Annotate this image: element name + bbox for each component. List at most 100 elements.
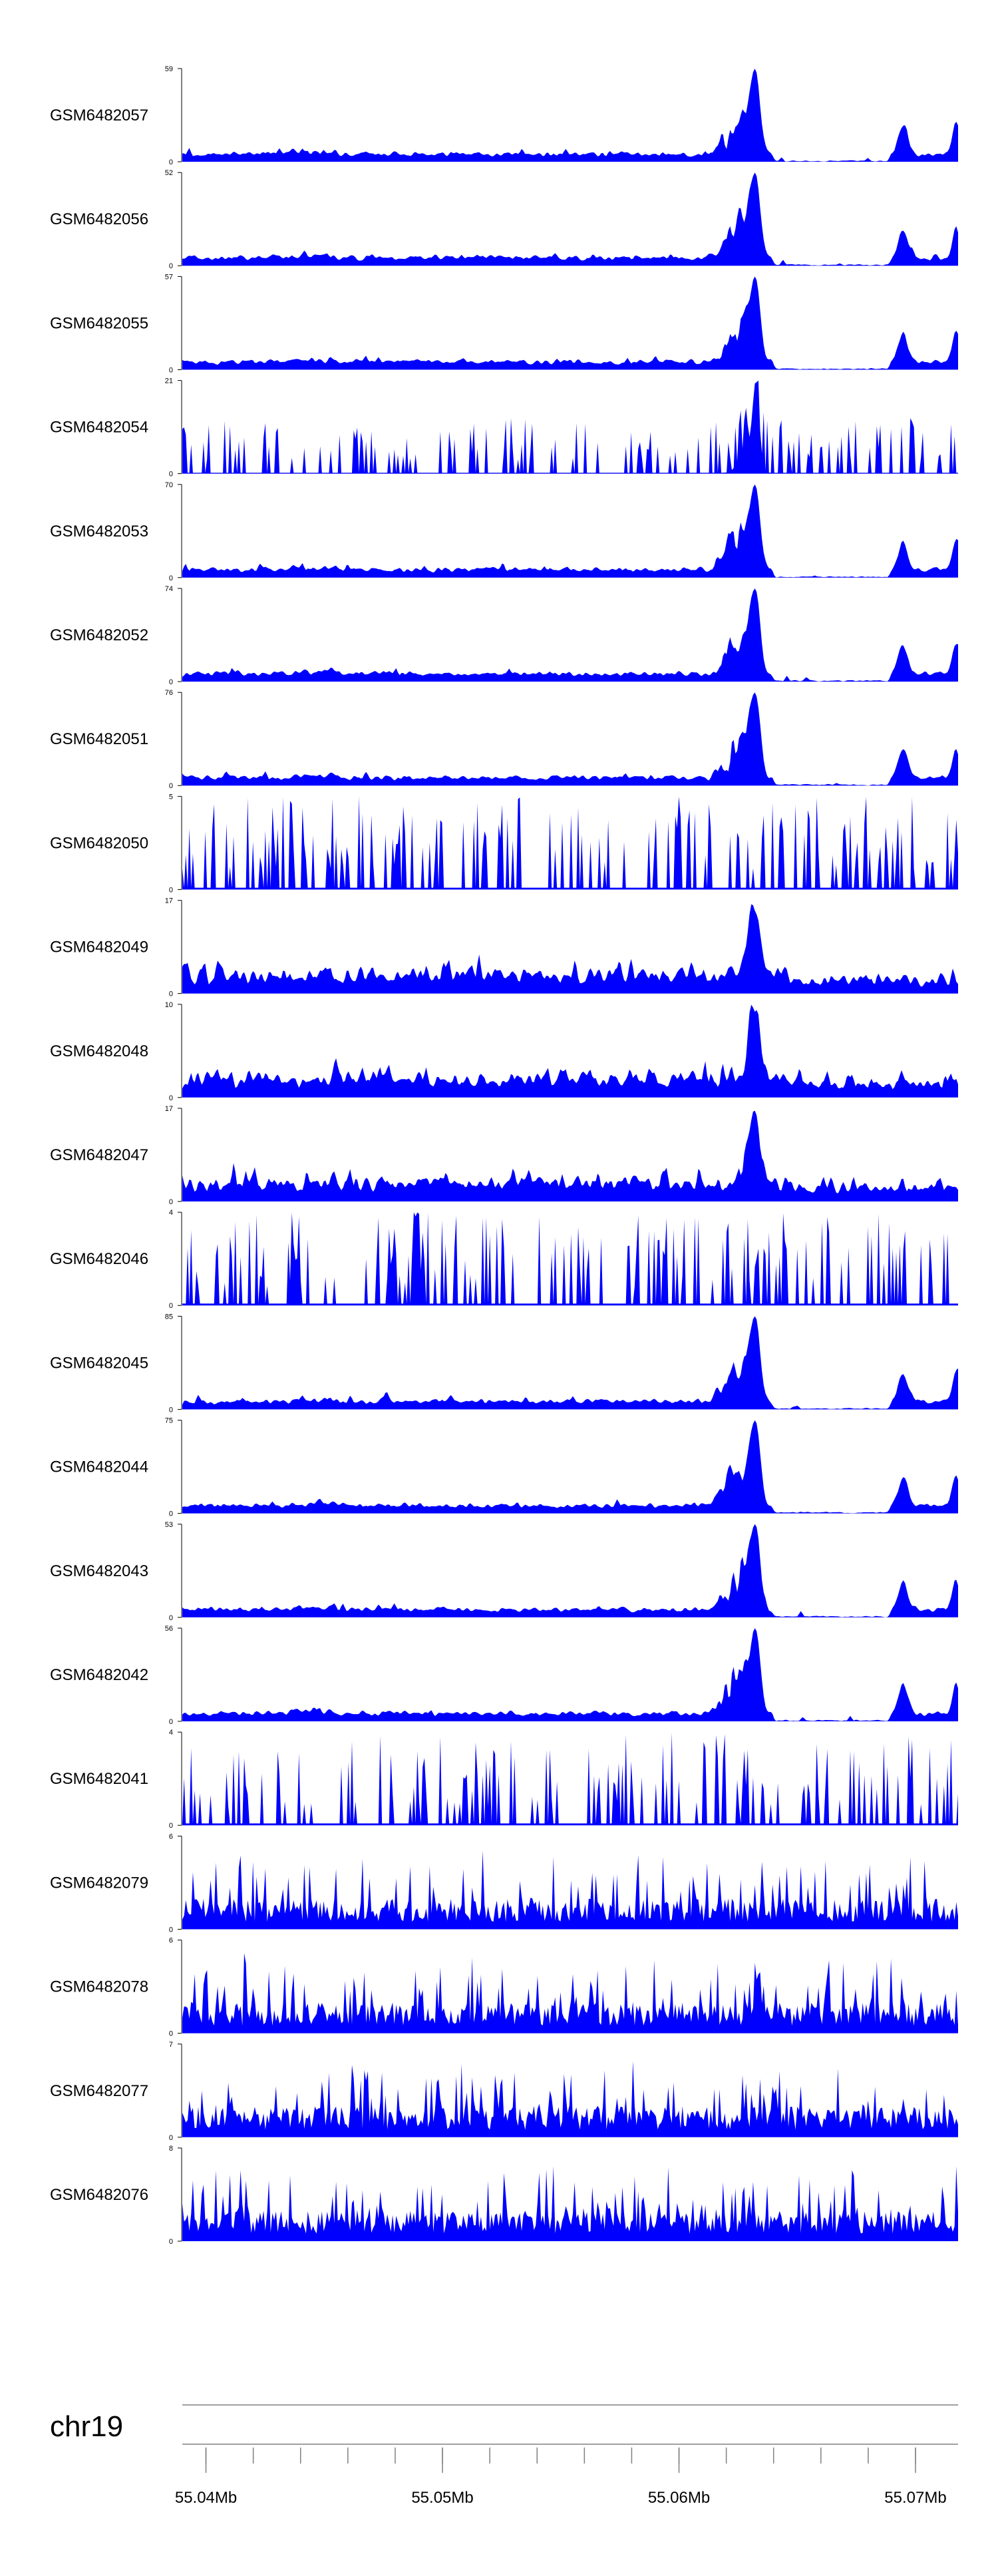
track-label: GSM6482042: [50, 1666, 148, 1684]
y-max-label: 85: [165, 1313, 173, 1321]
track-GSM6482056: GSM6482056 52 0: [50, 169, 958, 270]
signal-area: [182, 1850, 958, 1930]
y-max-label: 56: [165, 1625, 173, 1633]
signal-area: [182, 484, 958, 578]
track-label: GSM6482050: [50, 834, 148, 852]
y-min-label: 0: [169, 262, 173, 270]
signal-area: [182, 1110, 958, 1201]
y-min-label: 0: [169, 574, 173, 582]
track-label: GSM6482078: [50, 1978, 148, 1996]
track-label: GSM6482041: [50, 1770, 148, 1788]
track-layer: GSM6482057590GSM6482056520GSM6482055570G…: [50, 65, 958, 2246]
y-min-label: 0: [169, 366, 173, 374]
track-label: GSM6482055: [50, 314, 148, 332]
y-max-label: 7: [169, 2041, 173, 2049]
chromosome-label: chr19: [50, 2410, 123, 2443]
track-GSM6482049: GSM6482049 17 0: [50, 897, 958, 998]
track-GSM6482057: GSM6482057 59 0: [50, 65, 958, 166]
y-min-label: 0: [169, 1510, 173, 1518]
y-min-label: 0: [169, 1302, 173, 1310]
track-GSM6482048: GSM6482048 10 0: [50, 1001, 958, 1102]
track-GSM6482079: GSM6482079 6 0: [50, 1832, 958, 1934]
y-min-label: 0: [169, 1094, 173, 1102]
signal-area: [182, 796, 958, 890]
signal-area: [182, 1004, 958, 1098]
y-max-label: 76: [165, 689, 173, 697]
x-tick-label: 55.05Mb: [411, 2489, 473, 2507]
track-GSM6482052: GSM6482052 74 0: [50, 585, 958, 686]
track-label: GSM6482047: [50, 1146, 148, 1164]
y-max-label: 70: [165, 481, 173, 489]
signal-area: [182, 380, 958, 474]
signal-area: [182, 692, 958, 786]
y-max-label: 4: [169, 1209, 173, 1217]
signal-area: [182, 2166, 958, 2241]
signal-area: [182, 69, 958, 162]
signal-area: [182, 904, 958, 994]
y-min-label: 0: [169, 1406, 173, 1414]
signal-area: [182, 1953, 958, 2034]
y-min-label: 0: [169, 1822, 173, 1830]
track-GSM6482076: GSM6482076 8 0: [50, 2145, 958, 2246]
genome-axis: chr19 55.04Mb 55.05Mb 55.06Mb 55.07Mb: [50, 2404, 958, 2507]
track-GSM6482044: GSM6482044 75 0: [50, 1417, 958, 1518]
y-min-label: 0: [169, 2030, 173, 2038]
signal-area: [182, 1420, 958, 1514]
track-label: GSM6482043: [50, 1562, 148, 1580]
track-GSM6482077: GSM6482077 7 0: [50, 2041, 958, 2142]
signal-area: [182, 172, 958, 266]
track-GSM6482047: GSM6482047 17 0: [50, 1105, 958, 1206]
track-label: GSM6482054: [50, 419, 148, 437]
track-label: GSM6482052: [50, 626, 148, 644]
signal-area: [182, 2061, 958, 2137]
track-label: GSM6482056: [50, 210, 148, 228]
track-label: GSM6482053: [50, 523, 148, 540]
y-max-label: 17: [165, 897, 173, 905]
y-min-label: 0: [169, 2238, 173, 2246]
track-GSM6482045: GSM6482045 85 0: [50, 1313, 958, 1414]
track-label: GSM6482045: [50, 1354, 148, 1372]
track-label: GSM6482077: [50, 2082, 148, 2100]
x-tick-label: 55.06Mb: [648, 2489, 710, 2507]
y-max-label: 21: [165, 377, 173, 385]
track-label: GSM6482048: [50, 1042, 148, 1060]
y-max-label: 10: [165, 1001, 173, 1009]
y-min-label: 0: [169, 2134, 173, 2142]
track-GSM6482046: GSM6482046 4 0: [50, 1209, 958, 1310]
y-min-label: 0: [169, 886, 173, 894]
track-GSM6482078: GSM6482078 6 0: [50, 1937, 958, 2038]
y-max-label: 8: [169, 2145, 173, 2153]
track-label: GSM6482051: [50, 730, 148, 748]
track-GSM6482055: GSM6482055 57 0: [50, 273, 958, 374]
y-max-label: 6: [169, 1832, 173, 1840]
y-min-label: 0: [169, 1718, 173, 1726]
y-max-label: 52: [165, 169, 173, 177]
y-min-label: 0: [169, 158, 173, 166]
track-GSM6482042: GSM6482042 56 0: [50, 1625, 958, 1726]
y-min-label: 0: [169, 1926, 173, 1934]
track-GSM6482050: GSM6482050 5 0: [50, 793, 958, 894]
signal-area: [182, 1628, 958, 1721]
y-max-label: 4: [169, 1729, 173, 1737]
x-tick-label: 55.07Mb: [884, 2489, 946, 2507]
track-GSM6482053: GSM6482053 70 0: [50, 481, 958, 582]
y-min-label: 0: [169, 1614, 173, 1622]
y-max-label: 74: [165, 585, 173, 593]
track-label: GSM6482049: [50, 939, 148, 957]
signal-area: [182, 1316, 958, 1410]
y-min-label: 0: [169, 782, 173, 790]
track-label: GSM6482046: [50, 1250, 148, 1268]
y-max-label: 6: [169, 1937, 173, 1945]
signal-area: [182, 276, 958, 370]
track-GSM6482054: GSM6482054 21 0: [50, 377, 958, 479]
signal-area: [182, 1732, 958, 1826]
track-GSM6482041: GSM6482041 4 0: [50, 1729, 958, 1830]
y-max-label: 53: [165, 1521, 173, 1529]
track-label: GSM6482044: [50, 1458, 148, 1476]
track-label: GSM6482057: [50, 107, 148, 124]
y-min-label: 0: [169, 1198, 173, 1206]
signal-area: [182, 588, 958, 682]
y-max-label: 5: [169, 793, 173, 801]
signal-area: [182, 1524, 958, 1617]
